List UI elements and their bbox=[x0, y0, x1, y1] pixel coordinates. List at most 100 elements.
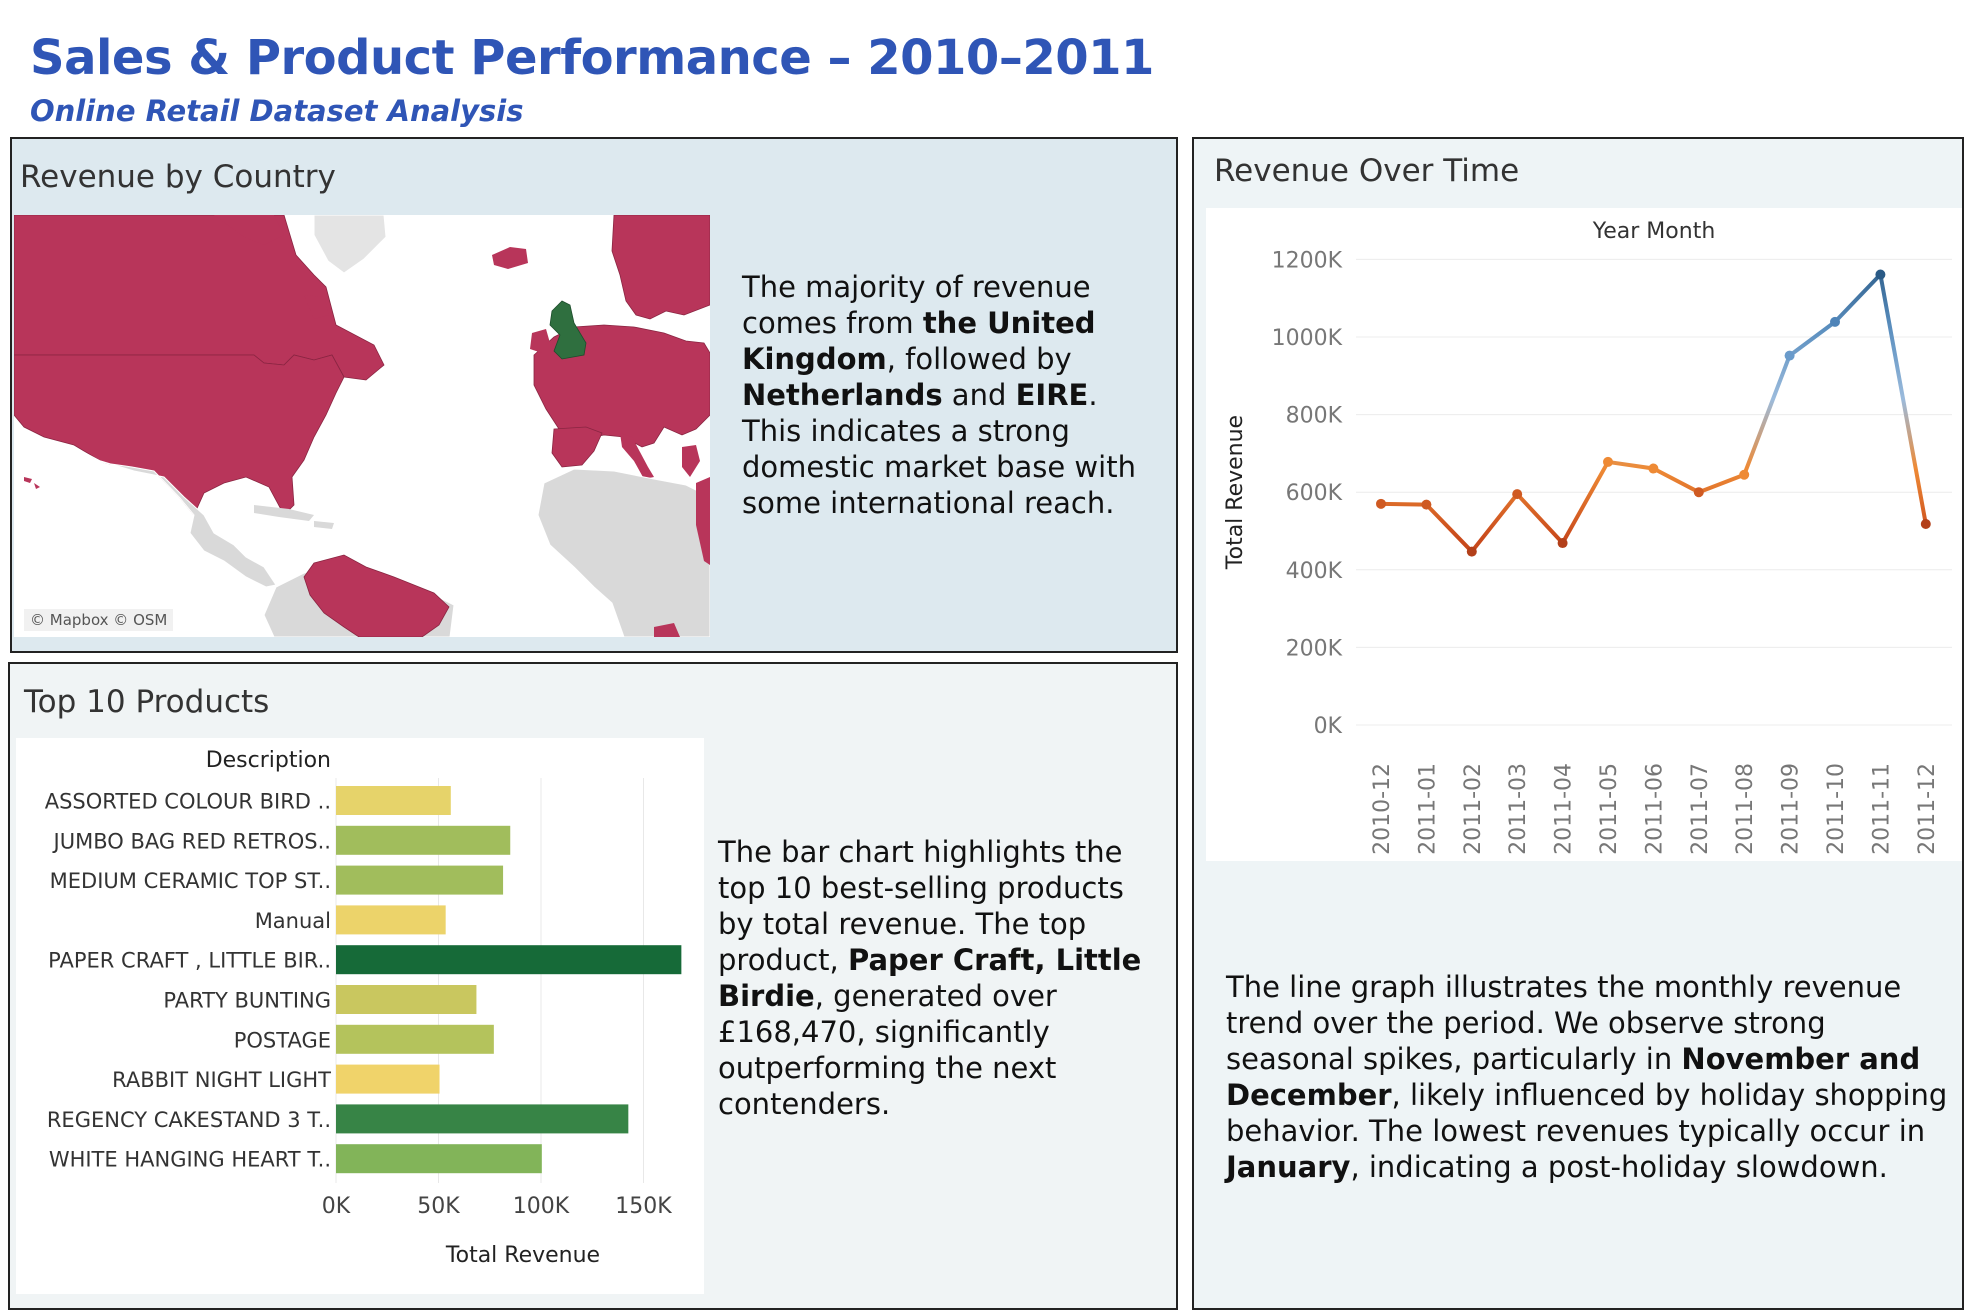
time-narrative-text-3: , indicating a post-holiday slowdown. bbox=[1350, 1150, 1888, 1184]
line-x-tick-label: 2011-05 bbox=[1597, 763, 1622, 855]
bar-category-label: JUMBO BAG RED RETROS.. bbox=[52, 829, 331, 853]
map-scandinavia bbox=[611, 215, 710, 320]
bar-x-tick-label: 100K bbox=[513, 1194, 570, 1219]
map-narrative-bold-3: EIRE bbox=[1015, 378, 1089, 412]
line-x-tick-label: 2011-06 bbox=[1642, 763, 1667, 855]
bar[interactable] bbox=[336, 985, 477, 1014]
line-x-axis-title: Year Month bbox=[1592, 219, 1716, 244]
dashboard-title: Sales & Product Performance – 2010–2011 bbox=[30, 30, 1154, 86]
revenue-line bbox=[1380, 272, 1928, 554]
bar-bars bbox=[336, 786, 682, 1174]
line-x-tick-label: 2011-01 bbox=[1415, 763, 1440, 855]
line-point[interactable] bbox=[1920, 519, 1931, 530]
map-narrative-text-1: The majority of revenue comes from bbox=[742, 270, 1091, 340]
products-narrative-text-2: , generated over £168,470, significantly… bbox=[718, 979, 1057, 1121]
map-ireland bbox=[530, 329, 550, 353]
bar-category-label: Manual bbox=[255, 909, 331, 933]
line-x-tick-label: 2011-02 bbox=[1461, 763, 1486, 855]
line-y-axis-label: Total Revenue bbox=[1223, 415, 1248, 570]
time-narrative: The line graph illustrates the monthly r… bbox=[1226, 969, 1956, 1185]
revenue-map[interactable]: © Mapbox © OSM bbox=[14, 215, 710, 637]
bar[interactable] bbox=[336, 786, 451, 815]
line-point[interactable] bbox=[1739, 469, 1750, 480]
map-south-africa bbox=[654, 623, 680, 637]
map-panel-title: Revenue by Country bbox=[20, 159, 336, 195]
line-x-tick-label: 2011-11 bbox=[1869, 763, 1894, 855]
line-x-tick-label: 2011-07 bbox=[1688, 763, 1713, 855]
line-point[interactable] bbox=[1784, 350, 1795, 361]
products-narrative-bold-1: Paper Craft, Little Birdie bbox=[718, 943, 1142, 1013]
line-point[interactable] bbox=[1603, 456, 1613, 467]
bar[interactable] bbox=[336, 1144, 542, 1174]
bar-category-label: PARTY BUNTING bbox=[163, 989, 331, 1013]
line-gridlines bbox=[1356, 258, 1952, 726]
bar-row-header: Description bbox=[206, 748, 331, 773]
line-x-tick-label: 2011-03 bbox=[1506, 763, 1531, 855]
line-y-tick-label: 200K bbox=[1286, 636, 1343, 661]
line-x-tick-label: 2011-08 bbox=[1733, 763, 1758, 855]
line-point[interactable] bbox=[1512, 489, 1523, 500]
time-narrative-bold-2: January bbox=[1226, 1150, 1351, 1184]
top-products-chart[interactable]: ASSORTED COLOUR BIRD .. JUMBO BAG RED RET… bbox=[16, 738, 704, 1294]
line-y-tick-label: 800K bbox=[1286, 404, 1343, 429]
map-brazil bbox=[303, 554, 450, 637]
line-point[interactable] bbox=[1376, 498, 1386, 509]
bar[interactable] bbox=[336, 865, 504, 895]
map-narrative-bold-1: the United Kingdom bbox=[742, 306, 1096, 376]
bar[interactable] bbox=[336, 1024, 494, 1054]
line-x-tick-label: 2011-09 bbox=[1779, 763, 1804, 855]
line-point[interactable] bbox=[1648, 463, 1659, 474]
products-panel-title: Top 10 Products bbox=[24, 684, 270, 720]
bar[interactable] bbox=[336, 1104, 629, 1134]
map-attribution[interactable]: © Mapbox © OSM bbox=[24, 609, 174, 631]
line-points bbox=[1376, 269, 1931, 557]
revenue-over-time-chart[interactable]: Year Month 0K 200K 400K 600K 800K 1000K 1200K … bbox=[1206, 208, 1962, 861]
time-narrative-text-1: The line graph illustrates the monthly r… bbox=[1226, 970, 1902, 1076]
bar-category-label: REGENCY CAKESTAND 3 T.. bbox=[47, 1108, 331, 1132]
line-point[interactable] bbox=[1466, 546, 1477, 557]
map-italy bbox=[620, 433, 654, 479]
time-panel-title: Revenue Over Time bbox=[1214, 153, 1520, 189]
bar[interactable] bbox=[336, 1064, 440, 1094]
top-products-panel: Top 10 Products ASSORTED COLOUR BIRD .. J… bbox=[8, 662, 1178, 1310]
bar-category-label: MEDIUM CERAMIC TOP ST.. bbox=[50, 869, 331, 893]
bar-category-label: WHITE HANGING HEART T.. bbox=[49, 1148, 331, 1172]
bar[interactable] bbox=[336, 945, 682, 975]
bar-category-labels: ASSORTED COLOUR BIRD .. JUMBO BAG RED RET… bbox=[45, 790, 331, 1172]
map-greenland bbox=[313, 215, 387, 274]
bar-x-ticks: 0K 50K 100K 150K bbox=[322, 1194, 672, 1219]
map-narrative-text-4: . This indicates a strong domestic marke… bbox=[742, 378, 1136, 520]
time-narrative-bold-1: November and December bbox=[1226, 1042, 1921, 1112]
bar-x-tick-label: 150K bbox=[615, 1194, 672, 1219]
line-y-tick-label: 0K bbox=[1314, 714, 1343, 739]
map-narrative-text-2: , followed by bbox=[886, 342, 1072, 376]
dashboard-subtitle: Online Retail Dataset Analysis bbox=[30, 94, 524, 128]
map-greece bbox=[682, 445, 700, 477]
line-point[interactable] bbox=[1421, 499, 1432, 510]
revenue-by-country-panel: Revenue by Country bbox=[10, 137, 1178, 653]
map-canada-islands bbox=[214, 215, 329, 319]
line-x-tick-label: 2010-12 bbox=[1370, 763, 1395, 855]
bar-x-tick-label: 50K bbox=[417, 1194, 460, 1219]
line-x-tick-label: 2011-10 bbox=[1824, 763, 1849, 855]
line-y-tick-label: 1200K bbox=[1272, 248, 1343, 273]
line-y-ticks: 0K 200K 400K 600K 800K 1000K 1200K bbox=[1272, 248, 1343, 739]
map-mexico bbox=[73, 446, 277, 588]
line-point[interactable] bbox=[1830, 316, 1840, 327]
line-point[interactable] bbox=[1693, 487, 1704, 498]
line-x-tick-label: 2011-12 bbox=[1915, 763, 1940, 855]
products-narrative: The bar chart highlights the top 10 best… bbox=[718, 834, 1158, 1122]
map-narrative-bold-2: Netherlands bbox=[742, 378, 943, 412]
map-uk bbox=[549, 300, 587, 360]
bar[interactable] bbox=[336, 905, 446, 935]
line-point[interactable] bbox=[1875, 269, 1886, 280]
line-y-tick-label: 1000K bbox=[1272, 326, 1343, 351]
bar[interactable] bbox=[336, 825, 511, 855]
map-narrative-text-3: and bbox=[942, 378, 1016, 412]
map-iceland bbox=[492, 247, 528, 269]
map-africa bbox=[537, 468, 710, 637]
revenue-line-chart: Year Month 0K200K400K600K800K1000K1200K … bbox=[1223, 219, 1952, 855]
bar-category-label: PAPER CRAFT , LITTLE BIR.. bbox=[48, 949, 331, 973]
line-y-tick-label: 600K bbox=[1286, 481, 1343, 506]
line-point[interactable] bbox=[1557, 538, 1568, 549]
